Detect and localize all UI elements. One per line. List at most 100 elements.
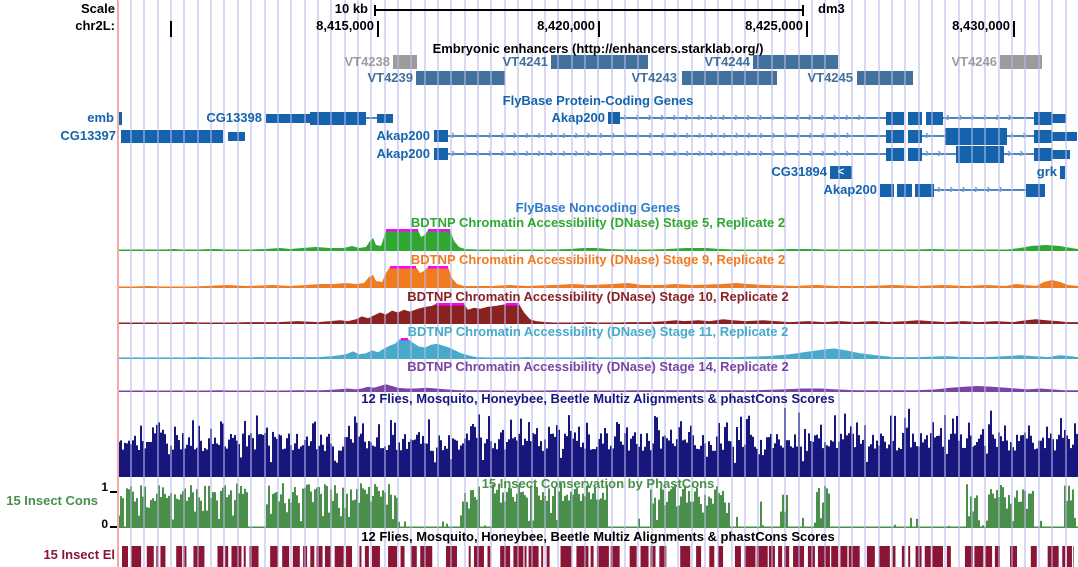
gridline <box>877 0 880 567</box>
gridline <box>1011 0 1014 567</box>
enhancer-label: VT4239 <box>367 70 413 85</box>
track-title-flybase-protein-coding[interactable]: FlyBase Protein-Coding Genes <box>502 93 694 108</box>
position-tick-label: 8,430,000 <box>952 18 1010 33</box>
track-title-embryonic-enhancers[interactable]: Embryonic enhancers (http://enhancers.st… <box>432 41 764 56</box>
gene-label-grk: grk <box>1036 164 1057 179</box>
gridline <box>503 0 506 567</box>
gene-exon-reverse-arrow[interactable]: < <box>830 165 852 179</box>
gridline <box>543 0 546 567</box>
gene-exon[interactable] <box>1034 129 1052 143</box>
phastcons-axis-max: 1 <box>101 480 108 494</box>
gridline <box>303 0 306 567</box>
gridline <box>610 0 613 567</box>
gene-exon[interactable] <box>1060 165 1065 179</box>
enhancer-box-VT4241[interactable] <box>551 55 648 69</box>
phastcons-wiggle[interactable] <box>118 481 1078 528</box>
position-tick-label: 8,420,000 <box>537 18 595 33</box>
clipped-peak-cap <box>401 338 408 341</box>
gene-label-Akap200: Akap200 <box>376 146 430 161</box>
gene-exon[interactable] <box>915 183 934 197</box>
chrom-label: chr2L: <box>75 18 115 33</box>
gridline <box>143 0 146 567</box>
scale-bar-right-tick <box>802 5 804 16</box>
gridline <box>730 0 733 567</box>
clipped-peak-cap <box>436 303 464 306</box>
gridline <box>744 0 747 567</box>
enhancer-box-VT4244[interactable] <box>753 55 838 69</box>
gene-exon[interactable] <box>310 111 366 125</box>
enhancer-box-VT4245[interactable] <box>857 71 913 85</box>
position-tick <box>1013 21 1015 37</box>
gene-exon[interactable] <box>266 113 310 123</box>
gene-exon[interactable] <box>1034 147 1052 161</box>
gridline <box>477 0 480 567</box>
track-title-dnase-stage9[interactable]: BDTNP Chromatin Accessibility (DNase) St… <box>410 252 786 267</box>
enhancer-label: VT4246 <box>951 54 997 69</box>
enhancer-box-VT4246[interactable] <box>1000 55 1042 69</box>
gridline <box>170 0 173 567</box>
gridline <box>557 0 560 567</box>
track-title-multiz-lower[interactable]: 12 Flies, Mosquito, Honeybee, Beetle Mul… <box>361 529 835 544</box>
gene-exon[interactable] <box>908 111 922 125</box>
gridline <box>343 0 346 567</box>
scale-bar <box>374 9 804 11</box>
gridline <box>383 0 386 567</box>
gene-exon[interactable] <box>117 111 122 125</box>
gridline <box>223 0 226 567</box>
track-title-dnase-stage10[interactable]: BDTNP Chromatin Accessibility (DNase) St… <box>407 289 789 304</box>
gridline <box>704 0 707 567</box>
gridline <box>904 0 907 567</box>
gridline <box>797 0 800 567</box>
enhancer-box-VT4243[interactable] <box>682 71 777 85</box>
gene-label-CG13398: CG13398 <box>206 110 262 125</box>
gene-exon[interactable] <box>886 111 904 125</box>
gene-exon[interactable] <box>945 127 1007 145</box>
gene-label-Akap200: Akap200 <box>376 128 430 143</box>
gridline <box>370 0 373 567</box>
track-title-phastcons[interactable]: 15 Insect Conservation by PhastCons <box>481 476 715 491</box>
enhancer-label: VT4244 <box>704 54 750 69</box>
phastcons-left-label: 15 Insect Cons <box>6 493 98 508</box>
gridline <box>917 0 920 567</box>
clipped-peak-cap <box>506 303 519 306</box>
view-edge-line <box>117 0 119 567</box>
gene-intron <box>922 135 945 137</box>
gridline <box>423 0 426 567</box>
gridline <box>356 0 359 567</box>
track-title-dnase-stage11[interactable]: BDTNP Chromatin Accessibility (DNase) St… <box>407 324 789 339</box>
gene-exon[interactable] <box>1026 183 1045 197</box>
gene-exon[interactable] <box>228 131 245 141</box>
track-title-flybase-noncoding[interactable]: FlyBase Noncoding Genes <box>515 200 681 215</box>
gene-exon[interactable] <box>908 147 922 161</box>
enhancer-label: VT4243 <box>631 70 677 85</box>
gene-exon[interactable] <box>886 147 904 161</box>
gene-label-CG31894: CG31894 <box>771 164 827 179</box>
gene-exon[interactable] <box>886 129 904 143</box>
gridline <box>717 0 720 567</box>
gridline <box>650 0 653 567</box>
gene-exon[interactable] <box>956 145 1004 163</box>
gridline <box>410 0 413 567</box>
gene-exon[interactable] <box>880 183 894 197</box>
gridline <box>971 0 974 567</box>
gene-exon[interactable] <box>908 129 922 143</box>
gene-exon[interactable] <box>1052 113 1066 123</box>
track-title-dnase-stage5[interactable]: BDTNP Chromatin Accessibility (DNase) St… <box>410 215 786 230</box>
gene-exon[interactable] <box>926 111 943 125</box>
track-title-dnase-stage14[interactable]: BDTNP Chromatin Accessibility (DNase) St… <box>407 359 789 374</box>
gene-label-Akap200: Akap200 <box>551 110 605 125</box>
multiz-alignment-histogram[interactable] <box>118 406 1078 477</box>
gridline <box>156 0 159 567</box>
gridline <box>770 0 773 567</box>
gridline <box>837 0 840 567</box>
gridline <box>824 0 827 567</box>
gridline <box>450 0 453 567</box>
gridline <box>330 0 333 567</box>
scale-value: 10 kb <box>334 1 368 16</box>
gridline <box>397 0 399 567</box>
gene-exon[interactable] <box>1034 111 1052 125</box>
gridline <box>984 0 987 567</box>
gene-exon[interactable] <box>1052 149 1070 159</box>
track-title-multiz[interactable]: 12 Flies, Mosquito, Honeybee, Beetle Mul… <box>361 391 835 406</box>
